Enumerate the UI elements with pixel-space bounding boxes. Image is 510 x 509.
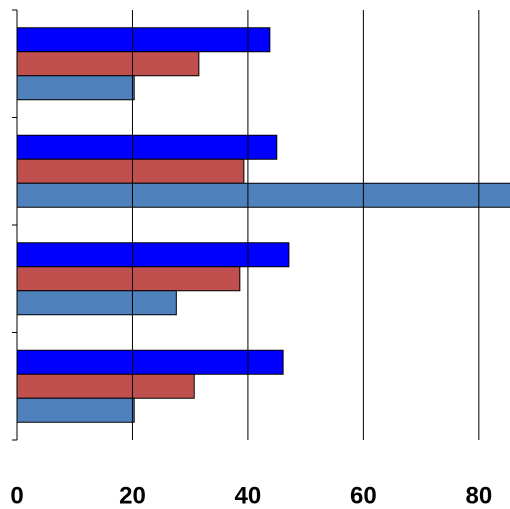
plot-area (17, 27, 510, 423)
bar (17, 182, 510, 208)
bar (17, 51, 200, 77)
bar (17, 290, 177, 316)
bar (17, 242, 290, 268)
x-tick-label: 40 (235, 482, 262, 509)
bar (17, 266, 241, 292)
x-tick-label: 20 (119, 482, 146, 509)
x-tick-label: 0 (10, 482, 23, 509)
bar (17, 27, 271, 53)
bar (17, 397, 135, 423)
bar (17, 373, 195, 399)
x-tick-label: 80 (465, 482, 492, 509)
bar (17, 75, 135, 101)
x-tick-label: 60 (350, 482, 377, 509)
bar (17, 158, 245, 184)
bar (17, 349, 284, 375)
bar (17, 134, 278, 160)
